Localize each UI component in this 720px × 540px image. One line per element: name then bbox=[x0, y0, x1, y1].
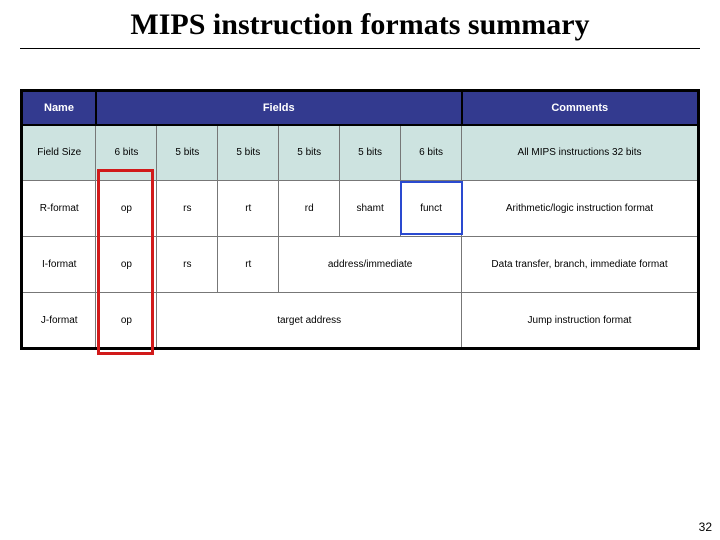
row-name-cell: I-format bbox=[22, 237, 96, 293]
field-cell: target address bbox=[157, 293, 462, 349]
table-row: R-formatoprsrtrdshamtfunctArithmetic/log… bbox=[22, 181, 699, 237]
row-name-cell: J-format bbox=[22, 293, 96, 349]
field-cell: 5 bits bbox=[340, 125, 401, 181]
comments-cell: Arithmetic/logic instruction format bbox=[462, 181, 699, 237]
field-cell: funct bbox=[401, 181, 462, 237]
field-cell: op bbox=[96, 293, 157, 349]
table-body: Field Size6 bits5 bits5 bits5 bits5 bits… bbox=[22, 125, 699, 349]
field-cell: 5 bits bbox=[279, 125, 340, 181]
comments-cell: Jump instruction format bbox=[462, 293, 699, 349]
field-cell: 5 bits bbox=[157, 125, 218, 181]
field-cell: 6 bits bbox=[401, 125, 462, 181]
field-cell: shamt bbox=[340, 181, 401, 237]
field-cell: rs bbox=[157, 237, 218, 293]
header-name: Name bbox=[22, 91, 96, 125]
field-cell: 6 bits bbox=[96, 125, 157, 181]
field-cell: rt bbox=[218, 181, 279, 237]
field-cell: op bbox=[96, 181, 157, 237]
field-cell: 5 bits bbox=[218, 125, 279, 181]
table-row: I-formatoprsrtaddress/immediateData tran… bbox=[22, 237, 699, 293]
row-name-cell: Field Size bbox=[22, 125, 96, 181]
field-cell: rs bbox=[157, 181, 218, 237]
header-fields: Fields bbox=[96, 91, 462, 125]
table-row: Field Size6 bits5 bits5 bits5 bits5 bits… bbox=[22, 125, 699, 181]
field-cell: address/immediate bbox=[279, 237, 462, 293]
field-cell: rd bbox=[279, 181, 340, 237]
table-header: Name Fields Comments bbox=[22, 91, 699, 125]
header-comments: Comments bbox=[462, 91, 699, 125]
page-number: 32 bbox=[699, 520, 712, 534]
row-name-cell: R-format bbox=[22, 181, 96, 237]
slide-title: MIPS instruction formats summary bbox=[20, 0, 700, 49]
mips-formats-table: Name Fields Comments Field Size6 bits5 b… bbox=[20, 89, 700, 350]
table-container: Name Fields Comments Field Size6 bits5 b… bbox=[20, 89, 700, 350]
slide: MIPS instruction formats summary Name Fi… bbox=[0, 0, 720, 540]
comments-cell: All MIPS instructions 32 bits bbox=[462, 125, 699, 181]
table-row: J-formatoptarget addressJump instruction… bbox=[22, 293, 699, 349]
field-cell: op bbox=[96, 237, 157, 293]
field-cell: rt bbox=[218, 237, 279, 293]
comments-cell: Data transfer, branch, immediate format bbox=[462, 237, 699, 293]
